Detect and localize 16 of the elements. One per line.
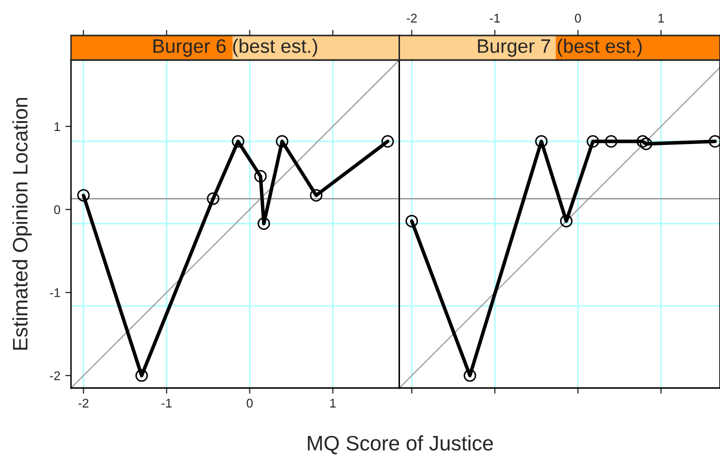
- y-tick-label: -1: [50, 288, 60, 298]
- x-tick-label: -2: [78, 398, 88, 408]
- chart-title: Burger 6 (best est.): [154, 38, 318, 57]
- x-tick-label: 0: [246, 398, 253, 408]
- x-tick-label: 0: [574, 14, 581, 23]
- y-tick-label: 0: [54, 205, 60, 214]
- x-tick-label: 1: [330, 398, 336, 408]
- x-tick-label: -1: [162, 398, 172, 408]
- x-tick-label: -1: [490, 14, 500, 22]
- x-tick-label: -2: [406, 14, 417, 22]
- y-axis-title: Estimated Opinion Location: [12, 98, 32, 350]
- y-tick-label: -2: [50, 371, 60, 380]
- x-tick-label: 1: [658, 14, 664, 22]
- x-axis-title: MQ Score of Justice: [308, 435, 493, 454]
- chart-title: Burger 7 (best est.): [478, 38, 642, 57]
- y-tick-label: 1: [54, 122, 60, 131]
